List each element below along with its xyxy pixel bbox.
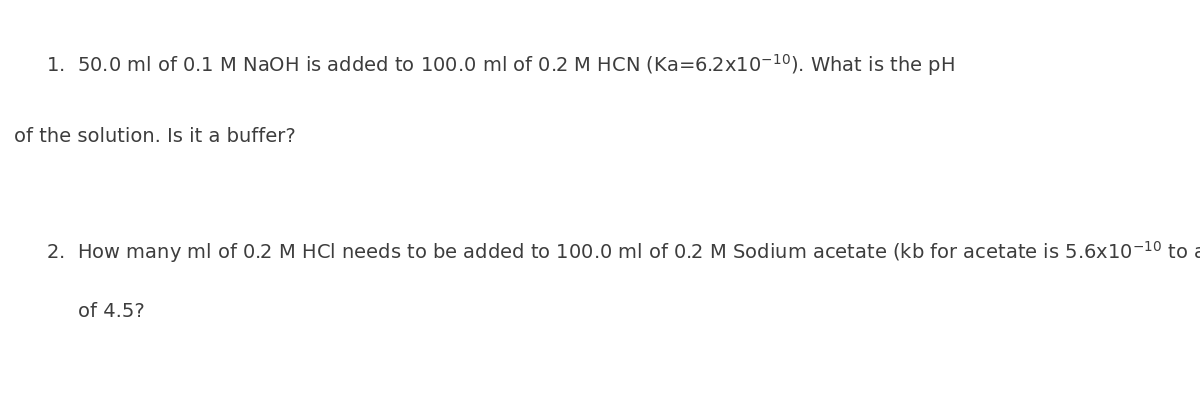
Text: 1.  50.0 ml of 0.1 M NaOH is added to 100.0 ml of 0.2 M HCN (Ka=6.2x10$\mathregu: 1. 50.0 ml of 0.1 M NaOH is added to 100… — [46, 52, 954, 78]
Text: 2.  How many ml of 0.2 M HCl needs to be added to 100.0 ml of 0.2 M Sodium aceta: 2. How many ml of 0.2 M HCl needs to be … — [46, 239, 1200, 265]
Text: of the solution. Is it a buffer?: of the solution. Is it a buffer? — [14, 127, 296, 146]
Text: of 4.5?: of 4.5? — [78, 302, 145, 322]
